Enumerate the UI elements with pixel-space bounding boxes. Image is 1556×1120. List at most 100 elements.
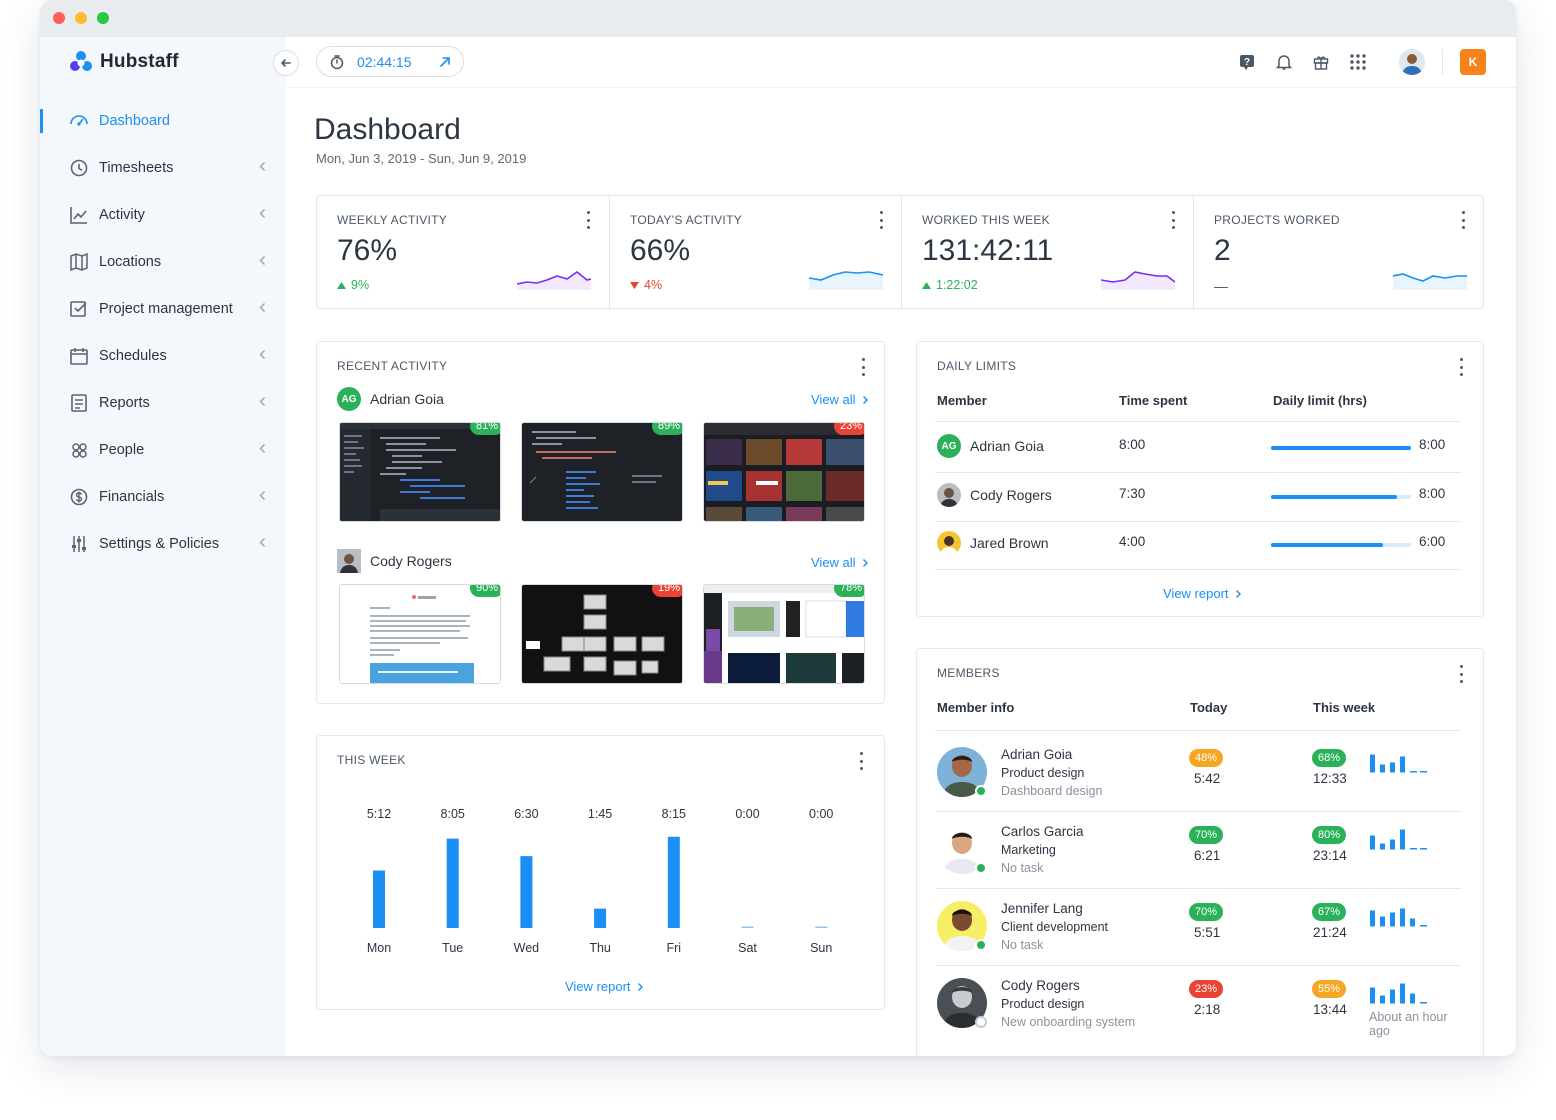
window-minimize-button[interactable] [75,12,87,24]
chevron-left-icon[interactable] [259,395,266,410]
member-photo[interactable] [937,978,987,1028]
stat-title: PROJECTS WORKED [1214,213,1340,227]
sidebar-item-people[interactable]: People [40,426,286,473]
chevron-left-icon[interactable] [259,207,266,222]
daily-limit[interactable]: 6:00 [1419,534,1446,549]
apps-grid-icon[interactable] [1348,52,1368,72]
column-header-time-spent[interactable]: Time spent [1119,393,1188,408]
sidebar-item-project-management[interactable]: Project management [40,285,286,332]
sidebar-item-schedules[interactable]: Schedules [40,332,286,379]
view-report-link[interactable]: View report [1163,586,1242,601]
more-options-icon[interactable] [1170,211,1176,229]
hubstaff-logo-icon [70,51,92,71]
screenshot-thumbnail[interactable]: 23% [703,422,865,522]
screenshot-thumbnail[interactable]: 19% [521,584,683,684]
chevron-left-icon[interactable] [259,489,266,504]
user-avatar[interactable] [1399,49,1425,75]
bell-icon[interactable] [1274,52,1294,72]
bar-thu[interactable] [594,908,607,928]
member-name[interactable]: Cody Rogers [1001,978,1080,993]
arrow-up-right-icon[interactable] [439,56,451,68]
member-name[interactable]: Adrian Goia [1001,747,1073,762]
collapse-sidebar-button[interactable] [273,50,299,76]
more-options-icon[interactable] [1458,665,1464,683]
chevron-left-icon[interactable] [259,254,266,269]
sidebar-item-financials[interactable]: Financials [40,473,286,520]
help-icon[interactable]: ? [1237,52,1257,72]
stat-delta-value: — [1214,278,1228,294]
bar-fri[interactable] [667,836,680,928]
chevron-left-icon[interactable] [259,160,266,175]
column-header-today[interactable]: Today [1190,700,1228,715]
screenshot-thumbnail[interactable]: 81% [339,422,501,522]
organization-badge[interactable]: K [1460,49,1486,75]
recent-activity-title: RECENT ACTIVITY [337,359,448,373]
daily-limit[interactable]: 8:00 [1419,437,1446,452]
sparkline [1393,273,1467,290]
member-photo[interactable] [937,747,987,797]
more-options-icon[interactable] [860,358,866,376]
view-report-link[interactable]: View report [565,979,644,994]
chevron-left-icon[interactable] [259,301,266,316]
more-options-icon[interactable] [585,211,591,229]
sidebar-item-dashboard[interactable]: Dashboard [40,97,286,144]
sidebar-item-reports[interactable]: Reports [40,379,286,426]
sidebar-item-timesheets[interactable]: Timesheets [40,144,286,191]
member-task: Dashboard design [1001,784,1103,798]
mini-bar [1380,995,1385,1004]
member-photo[interactable] [937,824,987,874]
sidebar-item-activity[interactable]: Activity [40,191,286,238]
member-name[interactable]: Cody Rogers [370,553,452,569]
member-name[interactable]: Jared Brown [970,535,1049,551]
time-spent: 4:00 [1119,534,1146,549]
screenshot-thumbnail[interactable]: 89% [521,422,683,522]
view-all-link[interactable]: View all [811,555,869,570]
more-options-icon[interactable] [878,211,884,229]
sidebar-item-locations[interactable]: Locations [40,238,286,285]
column-header-daily-limit[interactable]: Daily limit (hrs) [1273,393,1367,408]
week-time: 13:44 [1313,1002,1347,1017]
logo[interactable]: Hubstaff [68,49,179,75]
sidebar-item-label: Settings & Policies [99,535,220,552]
bar-sat[interactable] [741,926,754,929]
gift-icon[interactable] [1311,52,1331,72]
member-name[interactable]: Adrian Goia [970,438,1044,454]
screenshot-thumbnail[interactable]: 90% [339,584,501,684]
activity-percent-badge: 90% [469,585,500,597]
member-name[interactable]: Adrian Goia [370,391,444,407]
window-maximize-button[interactable] [97,12,109,24]
sidebar-item-settings-policies[interactable]: Settings & Policies [40,520,286,567]
bar-mon[interactable] [373,870,385,928]
triangle-down-icon [630,281,639,289]
bar-tue[interactable] [446,838,459,928]
chevron-left-icon[interactable] [259,348,266,363]
table-row: Carlos Garcia Marketing No task 70% 6:21… [937,818,1461,896]
page-title: Dashboard [314,113,461,146]
member-name[interactable]: Jennifer Lang [1001,901,1083,916]
view-all-link[interactable]: View all [811,392,869,407]
more-options-icon[interactable] [858,752,864,770]
mini-bar [1390,839,1395,850]
screenshot-thumbnail[interactable]: 78% [703,584,865,684]
activity-percent-badge: 78% [833,585,864,597]
sidebar-item-label: Reports [99,394,150,411]
member-role: Client development [1001,920,1109,934]
bar-wed[interactable] [520,856,533,928]
bar-sun[interactable] [815,926,828,929]
today-time: 6:21 [1194,848,1221,863]
weekly-mini-bar-chart [1370,754,1427,773]
daily-limit[interactable]: 8:00 [1419,485,1446,501]
stat-delta: 1:22:02 [922,278,978,292]
app-window: Hubstaff Dashboard Timesheets Activity L… [40,0,1516,1056]
member-name[interactable]: Carlos Garcia [1001,824,1084,839]
window-close-button[interactable] [53,12,65,24]
more-options-icon[interactable] [1458,358,1464,376]
timer-widget[interactable]: 02:44:15 [316,46,464,77]
more-options-icon[interactable] [1460,211,1466,229]
chevron-left-icon[interactable] [259,536,266,551]
column-header-member[interactable]: Member [937,393,987,408]
column-header-this-week[interactable]: This week [1313,700,1376,715]
chevron-left-icon[interactable] [259,442,266,457]
member-name[interactable]: Cody Rogers [970,486,1052,503]
column-header-member-info[interactable]: Member info [937,700,1015,715]
